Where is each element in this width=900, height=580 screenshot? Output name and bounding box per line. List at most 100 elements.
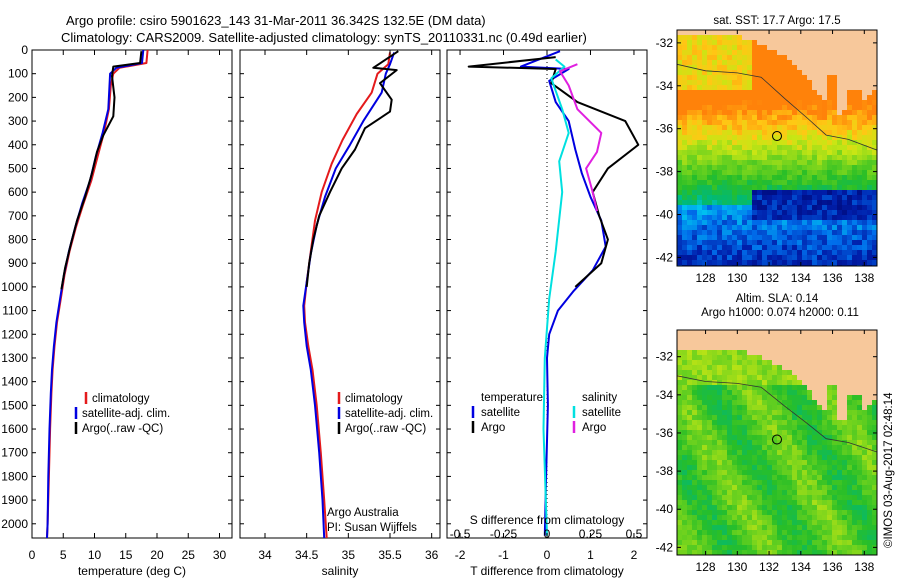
- map-cell: [807, 550, 812, 555]
- map-cell: [712, 200, 717, 205]
- legend-climatology: climatology: [92, 393, 150, 405]
- map-cell: [682, 500, 687, 505]
- map-cell: [787, 205, 792, 210]
- map-cell: [722, 420, 727, 425]
- map-cell: [862, 130, 867, 135]
- map-cell: [757, 245, 762, 250]
- map-cell: [872, 90, 877, 95]
- map-cell: [767, 495, 772, 500]
- map-cell: [707, 225, 712, 230]
- map-cell: [707, 60, 712, 65]
- map-cell: [852, 495, 857, 500]
- map-cell: [812, 435, 817, 440]
- map-cell: [762, 405, 767, 410]
- map-cell: [832, 460, 837, 465]
- map-cell: [797, 135, 802, 140]
- map-cell: [812, 250, 817, 255]
- map-cell: [712, 375, 717, 380]
- map-cell: [707, 450, 712, 455]
- map-cell: [712, 480, 717, 485]
- map-cell: [837, 455, 842, 460]
- map-cell: [872, 465, 877, 470]
- map-cell: [707, 230, 712, 235]
- map-cell: [732, 525, 737, 530]
- map-cell: [702, 55, 707, 60]
- map-cell: [847, 145, 852, 150]
- map-cell: [777, 435, 782, 440]
- map-cell: [762, 380, 767, 385]
- map-cell: [752, 65, 757, 70]
- map-cell: [777, 160, 782, 165]
- map-cell: [797, 210, 802, 215]
- map-cell: [842, 495, 847, 500]
- map-cell: [802, 110, 807, 115]
- map-cell: [822, 220, 827, 225]
- map-cell: [747, 50, 752, 55]
- map-cell: [702, 480, 707, 485]
- map-cell: [722, 485, 727, 490]
- map-cell: [807, 455, 812, 460]
- map-cell: [792, 400, 797, 405]
- map-cell: [707, 395, 712, 400]
- map-cell: [867, 120, 872, 125]
- map-cell: [732, 180, 737, 185]
- map-cell: [707, 130, 712, 135]
- map-cell: [707, 45, 712, 50]
- map-cell: [707, 255, 712, 260]
- map-cell: [702, 430, 707, 435]
- map-cell: [782, 195, 787, 200]
- map-cell: [767, 415, 772, 420]
- map-cell: [767, 240, 772, 245]
- map-cell: [817, 500, 822, 505]
- map-cell: [712, 370, 717, 375]
- map-cell: [697, 425, 702, 430]
- map-cell: [787, 380, 792, 385]
- map-cell: [792, 535, 797, 540]
- map-cell: [727, 465, 732, 470]
- map-cell: [677, 360, 682, 365]
- map-cell: [832, 80, 837, 85]
- map-cell: [772, 235, 777, 240]
- map-cell: [722, 445, 727, 450]
- map-cell: [747, 425, 752, 430]
- map-cell: [712, 495, 717, 500]
- map-cell: [752, 370, 757, 375]
- map-cell: [852, 395, 857, 400]
- map-cell: [772, 390, 777, 395]
- map-cell: [747, 400, 752, 405]
- map-cell: [717, 50, 722, 55]
- map-cell: [787, 440, 792, 445]
- map-cell: [697, 485, 702, 490]
- map-cell: [782, 495, 787, 500]
- map-cell: [792, 145, 797, 150]
- map-cell: [742, 100, 747, 105]
- map-cell: [807, 260, 812, 265]
- map-cell: [697, 480, 702, 485]
- map-cell: [767, 505, 772, 510]
- map-cell: [742, 510, 747, 515]
- map-cell: [677, 405, 682, 410]
- map-cell: [747, 370, 752, 375]
- map-cell: [692, 140, 697, 145]
- map-cell: [742, 500, 747, 505]
- map-cell: [687, 95, 692, 100]
- map-cell: [742, 440, 747, 445]
- map-cell: [757, 50, 762, 55]
- map-cell: [747, 200, 752, 205]
- map-cell: [852, 95, 857, 100]
- map-cell: [792, 395, 797, 400]
- map-cell: [787, 90, 792, 95]
- map-cell: [737, 50, 742, 55]
- map-cell: [857, 235, 862, 240]
- map-cell: [707, 235, 712, 240]
- map-cell: [707, 70, 712, 75]
- map-cell: [862, 190, 867, 195]
- map-cell: [757, 450, 762, 455]
- map-cell: [777, 135, 782, 140]
- map-cell: [677, 375, 682, 380]
- map-cell: [827, 235, 832, 240]
- map-cell: [812, 535, 817, 540]
- map-cell: [757, 355, 762, 360]
- map-cell: [842, 225, 847, 230]
- map-cell: [687, 55, 692, 60]
